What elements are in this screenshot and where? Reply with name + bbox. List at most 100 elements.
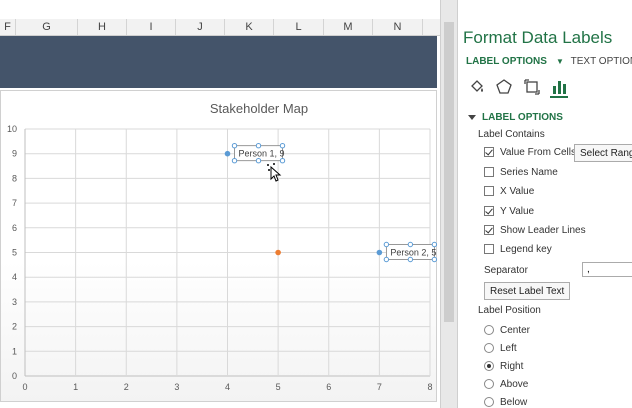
selection-handle [279,143,286,149]
select-range-button[interactable]: Select Range... [574,144,632,162]
worksheet-area[interactable]: F G H I J K L M N Stakeholder Map 0 1 2 3 4 5… [0,0,440,408]
x-tick-label: 0 [22,382,27,392]
y-tick-label: 10 [7,124,17,134]
radio-icon[interactable] [484,397,494,408]
radio-left[interactable]: Left [484,343,517,357]
x-tick-label: 8 [427,382,432,392]
pane-splitter[interactable] [440,0,458,408]
checkbox-y-value[interactable]: Y Value [484,206,534,220]
selection-handle [407,256,414,263]
checkbox-x-value[interactable]: X Value [484,186,534,200]
chart-points[interactable] [224,150,383,256]
x-tick-label: 6 [326,382,331,392]
selection-handle [255,158,262,164]
y-tick-label: 5 [12,248,17,258]
checkbox-legend-key[interactable]: Legend key [484,244,552,258]
column-headers: F G H I J K L M N [0,19,440,36]
y-tick-label: 9 [12,149,17,159]
radio-right[interactable]: Right [484,361,523,375]
separator-dropdown[interactable]: , [582,262,632,277]
x-tick-label: 1 [73,382,78,392]
format-data-labels-pane: Format Data Labels LABEL OPTIONS ▼ TEXT O… [458,0,632,408]
checkbox-icon[interactable] [484,186,494,197]
radio-above[interactable]: Above [484,379,528,393]
chart-data-labels[interactable]: Person 1, 9 Person 2, 5 [231,143,438,263]
column-header-n[interactable]: N [373,19,423,35]
chart-axis-ticks: 0 1 2 3 4 5 6 7 8 9 10 0 1 2 3 4 5 6 7 8 [7,124,433,392]
column-header-h[interactable]: H [78,19,127,35]
separator-label: Separator [484,265,528,276]
pane-title: Format Data Labels [463,28,613,47]
checkbox-icon[interactable] [484,147,494,158]
radio-icon[interactable] [484,379,494,390]
y-tick-label: 8 [12,173,17,183]
column-header-j[interactable]: J [176,19,225,35]
y-tick-label: 6 [12,223,17,233]
data-point[interactable] [224,150,231,157]
selection-handle [231,158,238,164]
pane-icon-row [468,78,632,98]
x-tick-label: 4 [225,382,230,392]
scatter-chart[interactable]: Stakeholder Map 0 1 2 3 4 5 6 7 8 9 10 0 1 2 3 4 5 6 7 8 Pe… [0,90,438,403]
y-tick-label: 1 [12,346,17,356]
selection-handle [431,256,438,263]
tab-label-options[interactable]: LABEL OPTIONS [466,56,547,67]
y-tick-label: 7 [12,198,17,208]
column-header-g[interactable]: G [16,19,78,35]
selection-handle [407,241,414,248]
chart-gridlines [24,128,431,377]
radio-icon[interactable] [484,325,494,336]
selection-handle [383,256,390,263]
column-header-m[interactable]: M [324,19,373,35]
checkbox-series-name[interactable]: Series Name [484,167,558,181]
checkbox-value-from-cells[interactable]: Value From Cells [484,147,576,161]
radio-icon[interactable] [484,343,494,354]
label-contains-heading: Label Contains [478,129,545,140]
radio-icon[interactable] [484,361,494,372]
column-header-i[interactable]: I [127,19,176,35]
collapse-triangle-icon[interactable] [468,115,476,120]
checkbox-icon[interactable] [484,206,494,217]
chart-title[interactable]: Stakeholder Map [210,101,308,116]
label-position-heading: Label Position [478,305,541,316]
selection-handle [383,241,390,248]
pane-tabs: LABEL OPTIONS ▼ TEXT OPTIONS [466,56,632,67]
vertical-scrollbar-thumb[interactable] [444,22,454,322]
column-header-k[interactable]: K [225,19,274,35]
header-banner-shape[interactable] [0,36,437,88]
active-icon-indicator [550,96,568,98]
chevron-down-icon[interactable]: ▼ [555,57,564,66]
radio-center[interactable]: Center [484,325,530,339]
selection-handle [255,143,262,149]
x-tick-label: 3 [174,382,179,392]
column-header-l[interactable]: L [274,19,324,35]
y-tick-label: 3 [12,297,17,307]
checkbox-icon[interactable] [484,167,494,178]
column-header-f[interactable]: F [0,19,16,35]
reset-label-text-button[interactable]: Reset Label Text [484,282,571,300]
size-properties-icon[interactable] [523,78,541,96]
data-point[interactable] [275,249,281,256]
bar-chart-icon[interactable] [550,78,568,96]
data-point[interactable] [376,249,383,256]
x-tick-label: 2 [124,382,129,392]
y-tick-label: 0 [12,371,17,381]
pentagon-icon[interactable] [495,78,513,96]
checkbox-icon[interactable] [484,244,494,255]
data-label-text[interactable]: Person 1, 9 [239,149,285,159]
x-tick-label: 7 [377,382,382,392]
tab-text-options[interactable]: TEXT OPTIONS [570,56,632,67]
radio-below[interactable]: Below [484,397,527,408]
paint-bucket-icon[interactable] [468,78,486,96]
data-label-text[interactable]: Person 2, 5 [390,248,436,258]
y-tick-label: 4 [12,272,17,282]
selection-handle [431,241,438,248]
selection-handle [231,143,238,149]
checkbox-show-leader-lines[interactable]: Show Leader Lines [484,225,586,239]
y-tick-label: 2 [12,322,17,332]
checkbox-icon[interactable] [484,225,494,236]
mouse-cursor-icon [267,163,282,182]
section-label-options[interactable]: LABEL OPTIONS [468,112,563,123]
chart-plot[interactable]: Stakeholder Map 0 1 2 3 4 5 6 7 8 9 10 0 1 2 3 4 5 6 7 8 Pe… [1,91,438,403]
selection-handle [279,158,286,164]
